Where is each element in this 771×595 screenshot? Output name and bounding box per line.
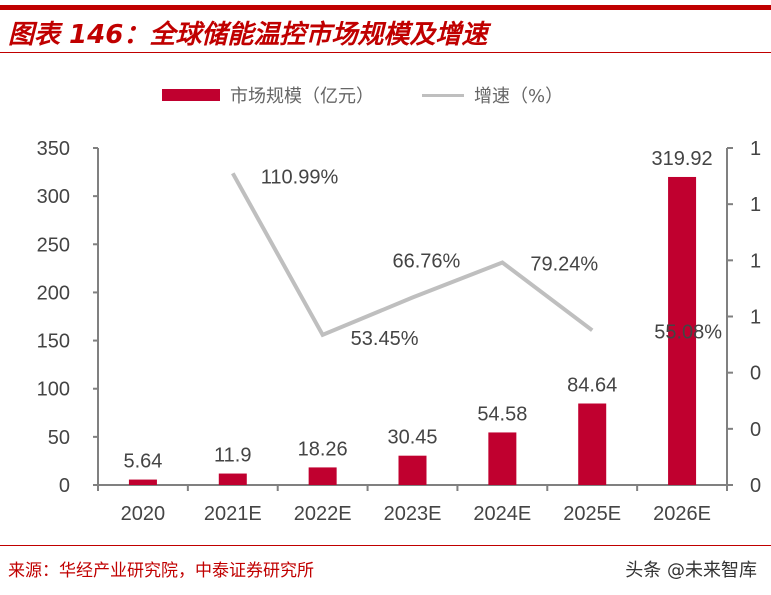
left-tick-label: 0 — [59, 475, 70, 497]
legend-swatch-bar — [162, 89, 220, 101]
chart-plot: 0 50 100 150 200 250 300 350 0 0 0 1 1 1 1 2020 2021E 202… — [37, 138, 762, 525]
line-value-label: 55.08% — [654, 321, 722, 343]
title-divider — [0, 52, 771, 53]
bar-value-label: 84.64 — [567, 375, 617, 397]
right-tick-label: 1 — [750, 194, 761, 216]
x-tick-label: 2022E — [294, 503, 352, 525]
legend-label-line: 增速（%） — [474, 86, 564, 107]
left-tick-label: 350 — [37, 138, 70, 160]
x-tick-label: 2023E — [384, 503, 442, 525]
right-tick-label: 1 — [750, 307, 761, 329]
right-tick-label: 0 — [750, 419, 761, 441]
legend-swatch-line — [422, 93, 464, 97]
line-value-label: 53.45% — [351, 328, 419, 350]
left-tick-label: 300 — [37, 186, 70, 208]
bar — [398, 455, 427, 485]
bar-value-label: 11.9 — [214, 445, 251, 467]
bottom-rule — [0, 545, 771, 546]
x-tick-label: 2020 — [121, 503, 166, 525]
bar-value-label: 18.26 — [298, 438, 348, 460]
bar — [218, 473, 247, 485]
line-value-label: 66.76% — [393, 251, 461, 273]
bar — [128, 479, 157, 485]
top-rule — [0, 5, 771, 10]
bar-value-label: 54.58 — [477, 403, 527, 425]
bar-value-label: 30.45 — [387, 427, 437, 449]
right-tick-label: 1 — [750, 138, 761, 160]
x-tick-label: 2025E — [563, 503, 621, 525]
right-tick-label: 0 — [750, 475, 761, 497]
left-tick-label: 250 — [37, 234, 70, 256]
source-note: 来源：华经产业研究院，中泰证券研究所 — [8, 561, 314, 581]
watermark: 头条 @未来智库 — [625, 560, 757, 581]
legend: 市场规模（亿元） 增速（%） — [162, 82, 563, 108]
x-tick-label: 2026E — [653, 503, 711, 525]
bar — [308, 467, 337, 485]
x-tick-label: 2024E — [473, 503, 531, 525]
left-tick-label: 200 — [37, 282, 70, 304]
legend-label-bar: 市场规模（亿元） — [230, 86, 374, 107]
bar-value-label: 5.64 — [123, 451, 162, 473]
x-tick-label: 2021E — [204, 503, 262, 525]
figure-title: 图表 146：全球储能温控市场规模及增速 — [8, 20, 488, 50]
line-value-label: 110.99% — [261, 166, 339, 188]
bar — [668, 176, 697, 485]
bar — [578, 403, 607, 485]
left-tick-label: 50 — [48, 427, 70, 449]
left-tick-label: 100 — [37, 379, 70, 401]
right-tick-label: 1 — [750, 250, 761, 272]
bar — [488, 432, 517, 485]
growth-line — [231, 172, 594, 338]
right-tick-label: 0 — [750, 363, 761, 385]
left-tick-label: 150 — [37, 331, 70, 353]
line-value-label: 79.24% — [530, 253, 598, 275]
bar-value-label: 319.92 — [651, 148, 712, 170]
